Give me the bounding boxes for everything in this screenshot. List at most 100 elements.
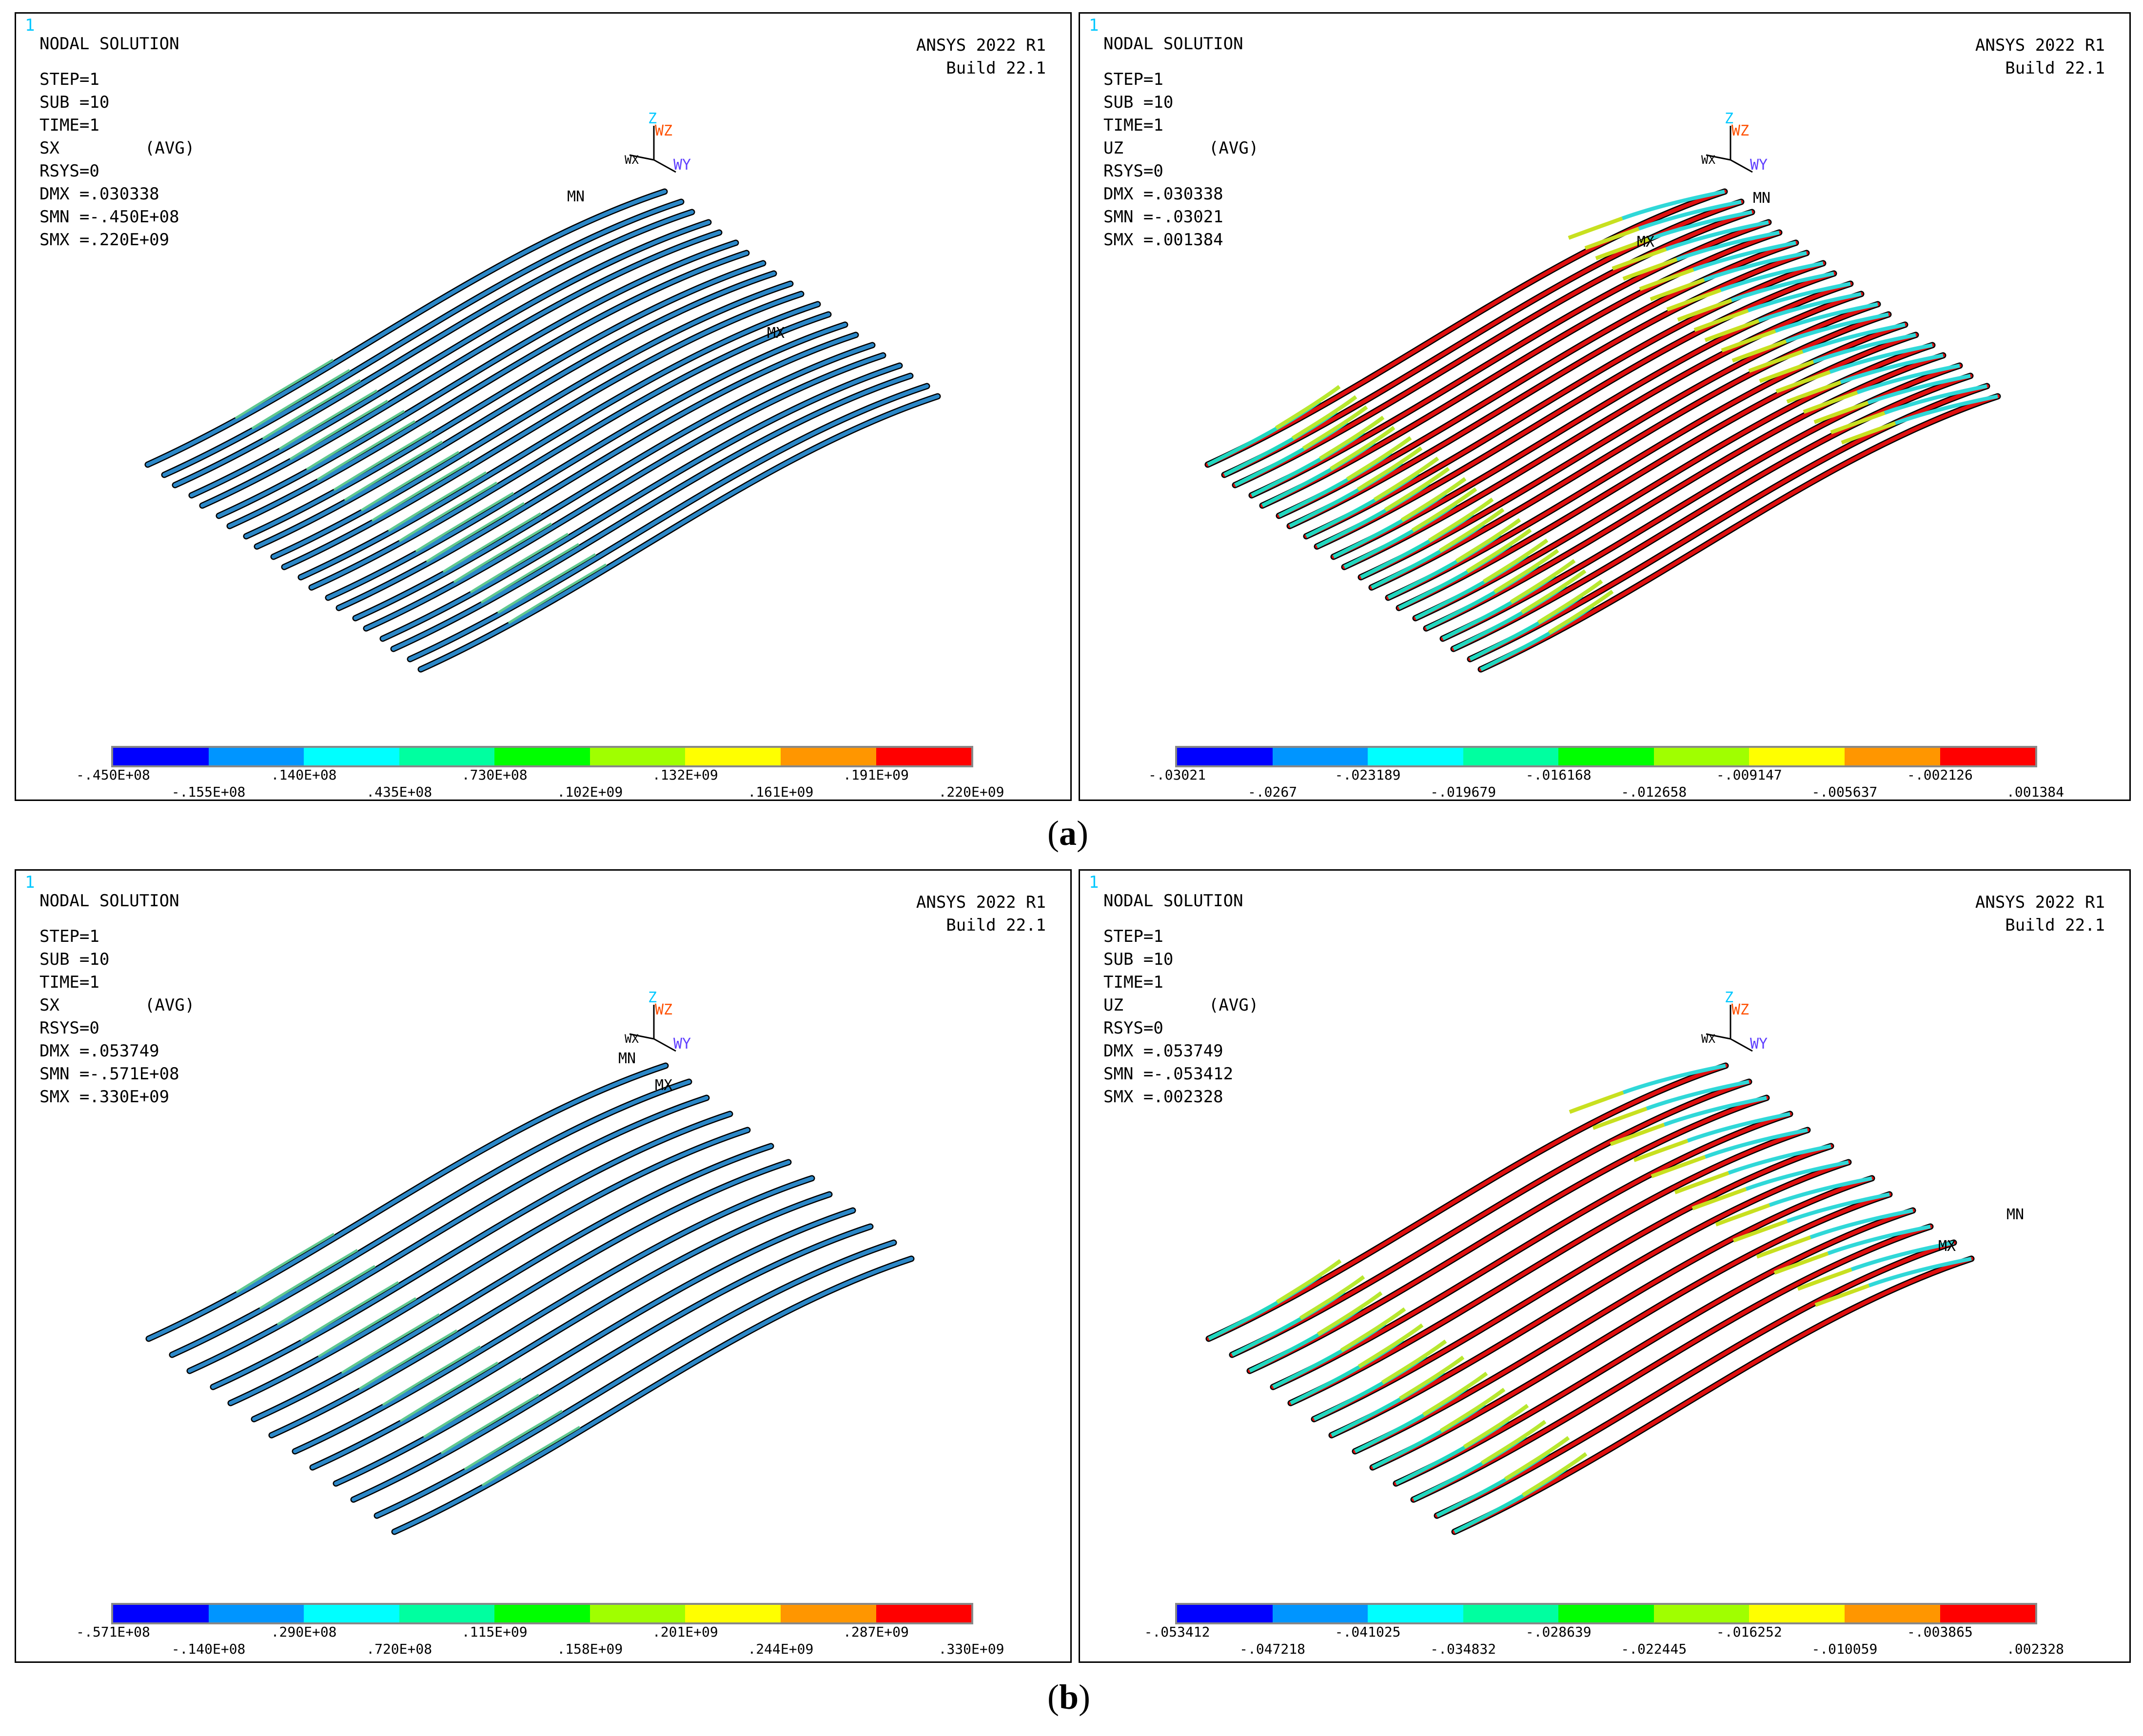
beam-member <box>161 198 685 478</box>
beam-member <box>1246 1094 1770 1374</box>
beam-member <box>292 1175 815 1455</box>
legend-swatch <box>1844 748 1940 765</box>
quantity-name: SX <box>39 995 59 1015</box>
triad-z-label: Z <box>648 110 657 127</box>
min-marker: MN <box>2006 1206 2024 1223</box>
quantity-line: UZ (AVG) <box>1103 137 1258 160</box>
window-number: 1 <box>25 16 35 35</box>
beam-member <box>1396 332 1919 611</box>
caption-b: (b) <box>1047 1677 1091 1716</box>
legend-swatch <box>1272 1605 1368 1622</box>
solution-info: STEP=1 SUB =10 TIME=1 UZ (AVG) RSYS=0 DMX =.03… <box>1103 68 1258 252</box>
beam-member <box>1369 1191 1893 1471</box>
triad-wx-label: WX <box>1701 1032 1715 1046</box>
ansys-brand: ANSYS 2022 R1 Build 22.1 <box>916 891 1046 937</box>
legend-swatch <box>1177 748 1273 765</box>
triad-z-label: Z <box>1725 110 1733 127</box>
ansys-version: ANSYS 2022 R1 <box>916 893 1046 912</box>
triad-wz-label: WZ <box>1731 122 1749 139</box>
solution-info: STEP=1 SUB =10 TIME=1 UZ (AVG) RSYS=0 DMX =.05… <box>1103 925 1258 1109</box>
contour-panel-b-uz: 1 NODAL SOLUTION STEP=1 SUB =10 TIME=1 UZ (AVG… <box>1079 869 2131 1663</box>
beam-member <box>172 209 695 488</box>
legend-swatch <box>876 1605 972 1622</box>
legend-swatch <box>590 1605 686 1622</box>
beam-member <box>1330 280 1854 560</box>
rsys-line: RSYS=0 <box>39 1018 99 1038</box>
legend-swatch <box>304 748 399 765</box>
beam-member <box>188 219 712 499</box>
legend-swatch <box>1558 748 1654 765</box>
max-marker: MX <box>1938 1238 1956 1255</box>
beam-member <box>350 1223 874 1503</box>
legend-swatch <box>1653 1605 1750 1622</box>
beam-member <box>226 250 750 529</box>
beam-member <box>1205 1062 1729 1342</box>
beam-member <box>1311 1143 1834 1423</box>
beam-member <box>333 1207 856 1487</box>
beam-member <box>1221 198 1745 478</box>
legend-swatch <box>1272 748 1368 765</box>
contour-panel-a-sx: 1 NODAL SOLUTION STEP=1 SUB =10 TIME=1 SX (AVG… <box>15 12 1072 801</box>
beam-member <box>1450 372 1974 652</box>
beam-member <box>169 1078 692 1358</box>
beam-member <box>1286 250 1810 529</box>
dmx-line: DMX =.053749 <box>39 1041 159 1061</box>
legend-swatch <box>304 1605 399 1622</box>
beam-member <box>297 301 821 581</box>
sub-line: SUB =10 <box>39 950 110 969</box>
triad-wz-label: WZ <box>655 122 672 139</box>
step-line: STEP=1 <box>39 927 99 946</box>
time-line: TIME=1 <box>39 973 99 992</box>
legend-swatch <box>399 748 495 765</box>
beam-member <box>1439 362 1963 642</box>
beam-member <box>1434 1239 1957 1519</box>
beam-member <box>1287 1127 1811 1406</box>
solution-title: NODAL SOLUTION <box>1103 891 1243 911</box>
beam-member <box>227 1127 751 1406</box>
beam-member <box>268 1159 792 1439</box>
triad-wy-label: WY <box>1750 156 1768 174</box>
solution-title: NODAL SOLUTION <box>39 891 179 911</box>
beam-member <box>391 1255 915 1535</box>
legend-swatch <box>685 1605 781 1622</box>
contour-panel-b-sx: 1 NODAL SOLUTION STEP=1 SUB =10 TIME=1 SX (AVG… <box>15 869 1072 1663</box>
triad-wz-label: WZ <box>655 1001 672 1018</box>
beam-member <box>1477 393 2001 673</box>
max-marker: MX <box>1637 234 1654 251</box>
triad-wy-label: WY <box>673 1035 691 1053</box>
window-number: 1 <box>1089 16 1099 35</box>
ansys-build: Build 22.1 <box>946 916 1046 935</box>
smx-line: SMX =.220E+09 <box>39 230 170 250</box>
legend-swatch <box>1177 1605 1273 1622</box>
color-legend <box>111 746 973 767</box>
avg-tag: (AVG) <box>144 138 195 158</box>
step-line: STEP=1 <box>1103 70 1163 89</box>
legend-swatch <box>1749 1605 1845 1622</box>
legend-swatch <box>1940 1605 2036 1622</box>
max-marker: MX <box>767 325 785 342</box>
beam-member <box>251 1143 774 1423</box>
smn-line: SMN =-.571E+08 <box>39 1064 179 1084</box>
legend-swatch <box>1653 748 1750 765</box>
beam-member <box>254 270 777 550</box>
quantity-name: SX <box>39 138 59 158</box>
legend-swatch <box>1463 748 1559 765</box>
legend-swatch <box>1558 1605 1654 1622</box>
quantity-name: UZ <box>1103 138 1123 158</box>
beam-member <box>243 260 767 540</box>
triad-wy-label: WY <box>673 156 691 174</box>
step-line: STEP=1 <box>39 70 99 89</box>
solution-info: STEP=1 SUB =10 TIME=1 SX (AVG) RSYS=0 DMX =.05… <box>39 925 195 1109</box>
smx-line: SMX =.001384 <box>1103 230 1223 250</box>
beam-member <box>335 332 859 611</box>
beam-member <box>1352 1175 1875 1455</box>
legend-swatch <box>113 1605 209 1622</box>
solution-title: NODAL SOLUTION <box>1103 34 1243 54</box>
beam-member <box>1248 219 1772 499</box>
legend-swatch <box>1940 748 2036 765</box>
beam-member <box>1270 1111 1793 1390</box>
beam-member <box>325 321 848 601</box>
